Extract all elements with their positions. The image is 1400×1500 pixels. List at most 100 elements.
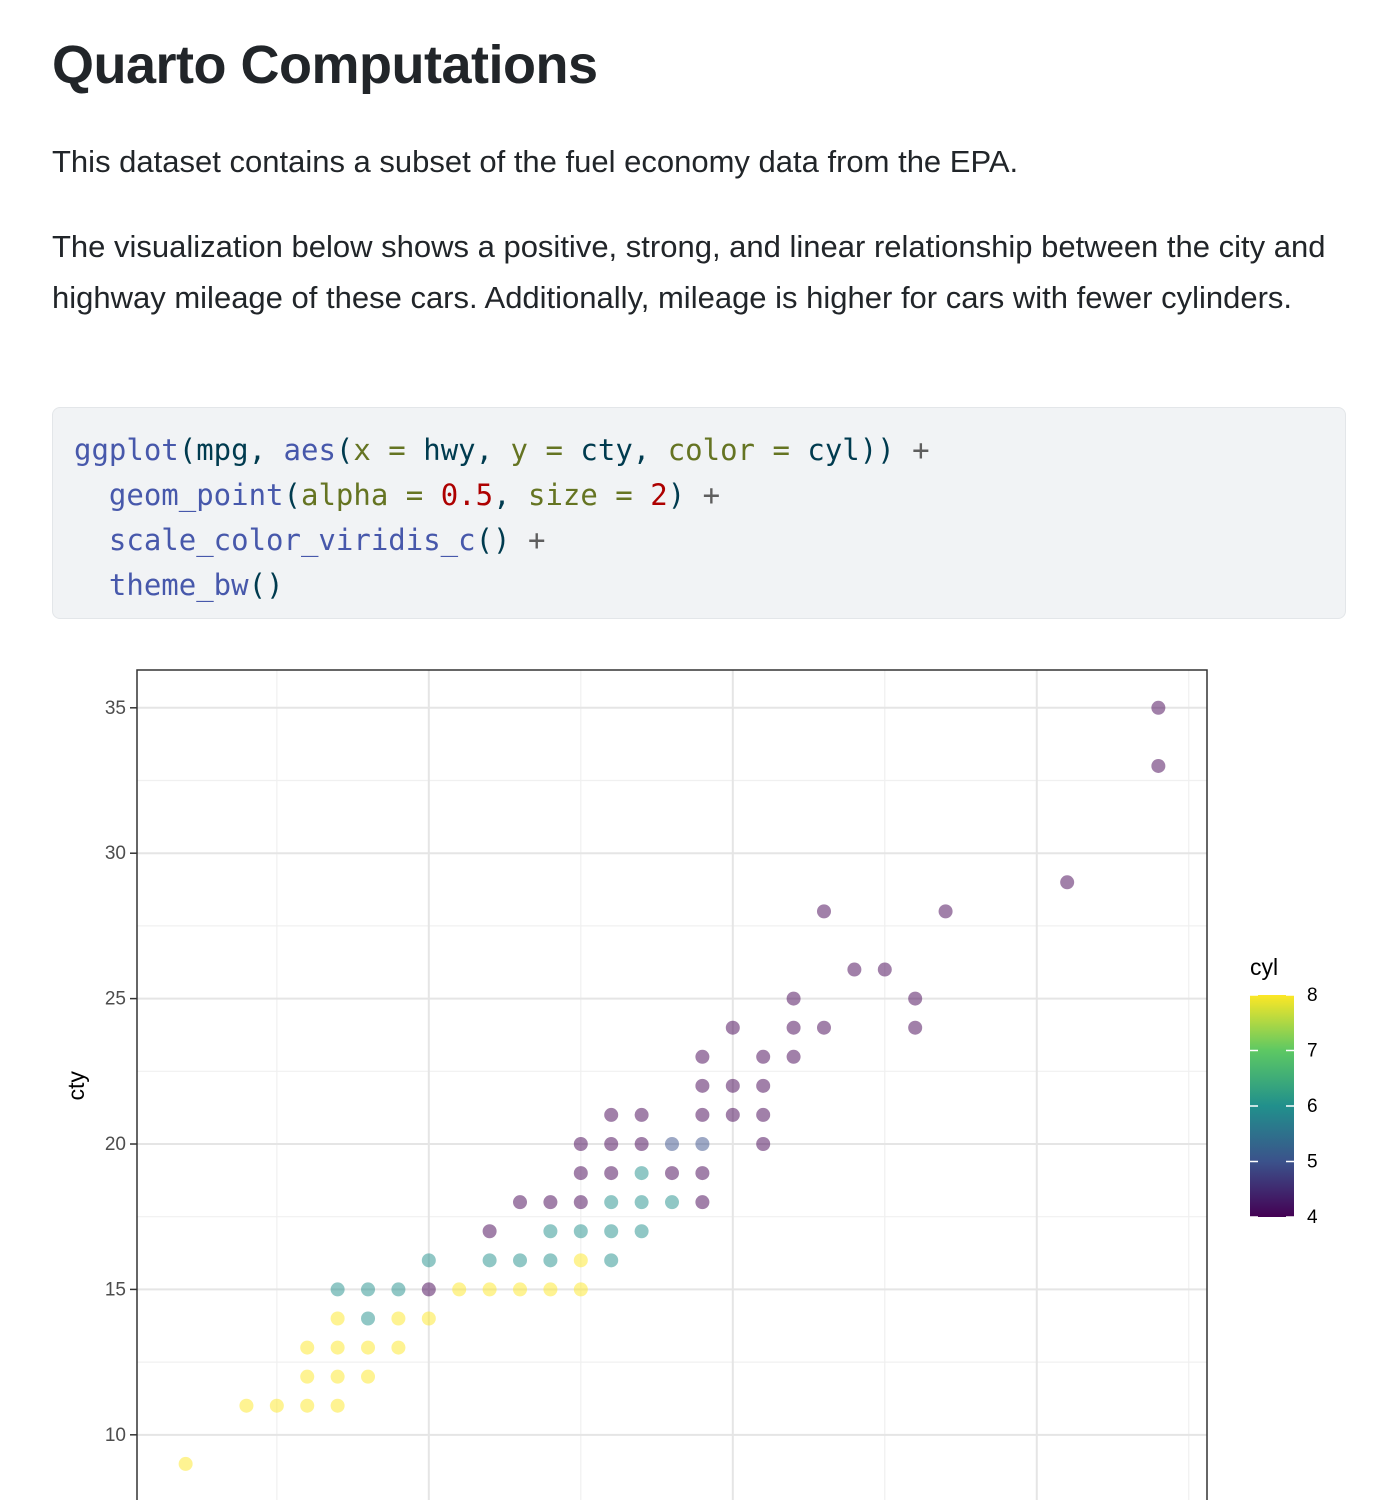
- point: [938, 904, 953, 919]
- plot-background: [137, 670, 1207, 1500]
- code-line: theme_bw(): [74, 563, 1324, 608]
- point: [573, 1137, 588, 1152]
- code-token: cty,: [562, 433, 668, 467]
- point: [604, 1166, 619, 1181]
- point: [604, 1253, 619, 1268]
- point: [330, 1398, 345, 1413]
- code-token: ggplot: [74, 433, 179, 467]
- point: [1151, 700, 1166, 715]
- code-token: [423, 478, 440, 512]
- point: [482, 1253, 497, 1268]
- code-token: y =: [510, 433, 563, 467]
- code-token: (): [475, 523, 528, 557]
- y-axis-title: cty: [63, 1071, 89, 1101]
- code-token: (: [335, 433, 354, 467]
- point: [543, 1224, 558, 1239]
- point: [725, 1078, 740, 1093]
- point: [695, 1107, 710, 1122]
- point: [330, 1369, 345, 1384]
- point: [847, 962, 862, 977]
- point: [421, 1282, 436, 1297]
- code-token: scale_color_viridis_c: [108, 523, 476, 557]
- page-title: Quarto Computations: [52, 35, 598, 95]
- point: [543, 1253, 558, 1268]
- point: [361, 1369, 376, 1384]
- point: [573, 1282, 588, 1297]
- point: [391, 1340, 406, 1355]
- colorbar-tick-label: 7: [1307, 1041, 1318, 1062]
- code-token: [74, 478, 109, 512]
- point: [634, 1166, 649, 1181]
- point: [361, 1282, 376, 1297]
- point: [634, 1224, 649, 1239]
- point: [300, 1340, 315, 1355]
- point: [269, 1398, 284, 1413]
- code-line: ggplot(mpg, aes(x = hwy, y = cty, color …: [74, 428, 1324, 473]
- y-tick-label: 35: [105, 698, 126, 719]
- point: [543, 1282, 558, 1297]
- code-token: (mpg,: [178, 433, 284, 467]
- point: [725, 1020, 740, 1035]
- point: [330, 1282, 345, 1297]
- point: [908, 991, 923, 1006]
- point: [695, 1137, 710, 1152]
- point: [300, 1369, 315, 1384]
- code-token: theme_bw: [108, 568, 249, 602]
- point: [452, 1282, 467, 1297]
- code-token: +: [912, 433, 930, 467]
- point: [695, 1078, 710, 1093]
- point: [604, 1137, 619, 1152]
- code-token: color =: [667, 433, 790, 467]
- code-token: alpha =: [301, 478, 424, 512]
- point: [665, 1195, 679, 1210]
- colorbar-tick-label: 8: [1307, 985, 1318, 1006]
- point: [513, 1282, 528, 1297]
- point: [421, 1311, 436, 1326]
- code-token: +: [527, 523, 546, 557]
- point: [786, 1049, 801, 1064]
- point: [816, 1020, 831, 1035]
- y-tick-label: 15: [105, 1279, 126, 1300]
- point: [665, 1137, 679, 1152]
- code-token: ): [667, 478, 703, 512]
- point: [300, 1398, 315, 1413]
- chart: 10 15 20 25 30 35 cty cyl 4 5 6 7 8: [63, 669, 1318, 1500]
- point: [756, 1049, 771, 1064]
- point: [573, 1166, 588, 1181]
- point: [756, 1107, 771, 1122]
- point: [1151, 758, 1166, 773]
- code-token: 2: [650, 478, 668, 512]
- point: [421, 1253, 436, 1268]
- point: [756, 1078, 771, 1093]
- point: [695, 1049, 710, 1064]
- code-block: ggplot(mpg, aes(x = hwy, y = cty, color …: [52, 407, 1346, 619]
- code-token: [74, 523, 109, 557]
- y-tick-label: 30: [105, 843, 126, 864]
- legend-title: cyl: [1250, 954, 1278, 980]
- point: [634, 1195, 649, 1210]
- point: [695, 1166, 710, 1181]
- y-tick-label: 20: [105, 1134, 126, 1155]
- point: [239, 1398, 254, 1413]
- point: [695, 1195, 710, 1210]
- colorbar-tick-label: 5: [1307, 1152, 1318, 1173]
- code-token: [633, 478, 650, 512]
- code-token: x =: [353, 433, 406, 467]
- code-token: [74, 568, 109, 602]
- point: [513, 1253, 528, 1268]
- point: [1060, 875, 1075, 890]
- point: [634, 1107, 649, 1122]
- code-token: hwy,: [405, 433, 511, 467]
- code-token: geom_point: [108, 478, 284, 512]
- code-token: 0.5: [440, 478, 494, 512]
- point: [482, 1224, 497, 1239]
- point: [513, 1195, 528, 1210]
- colorbar-tick-label: 6: [1307, 1096, 1318, 1117]
- y-tick-label: 10: [105, 1425, 126, 1446]
- point: [665, 1166, 679, 1181]
- code-token: (): [248, 568, 284, 602]
- point: [725, 1107, 740, 1122]
- code-token: cyl)): [789, 433, 913, 467]
- point: [573, 1195, 588, 1210]
- code-token: aes: [283, 433, 336, 467]
